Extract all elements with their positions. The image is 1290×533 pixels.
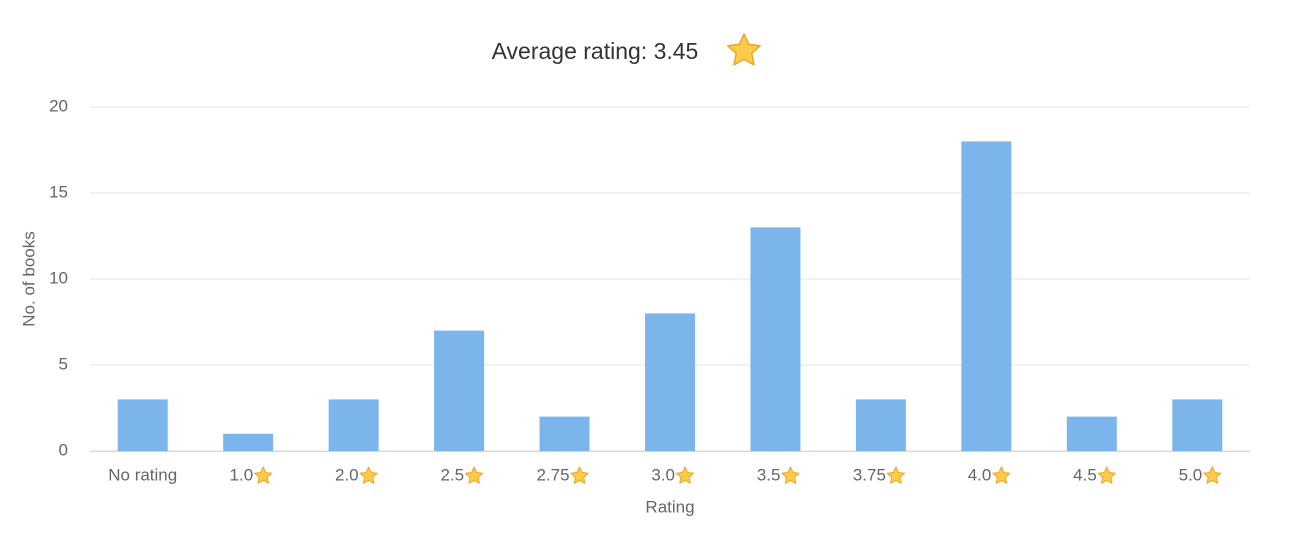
star-icon	[1203, 466, 1222, 484]
x-axis-title: Rating	[645, 497, 694, 516]
y-tick-label: 5	[59, 354, 68, 373]
bar	[855, 399, 906, 451]
x-tick-label: 3.0	[651, 465, 675, 484]
bar	[539, 416, 590, 451]
x-tick-label: 3.75	[853, 465, 886, 484]
x-tick-label: 2.5	[440, 465, 464, 484]
star-icon	[465, 466, 484, 484]
star-icon	[675, 466, 695, 484]
x-tick-label: 5.0	[1179, 465, 1203, 484]
bar	[961, 141, 1012, 451]
y-axis-title: No. of books	[19, 231, 38, 326]
star-icon	[1097, 466, 1116, 484]
bar	[223, 433, 274, 451]
x-tick-label: 1.0	[230, 465, 254, 484]
y-tick-label: 15	[49, 182, 68, 201]
x-tick-label: 4.5	[1073, 465, 1097, 484]
chart-title: Average rating: 3.45	[492, 38, 699, 64]
x-tick-label: 4.0	[968, 465, 992, 484]
star-icon	[886, 466, 905, 484]
y-tick-label: 10	[49, 268, 68, 287]
x-tick-label: 2.75	[536, 465, 569, 484]
bar	[1172, 399, 1223, 451]
y-tick-label: 20	[49, 96, 68, 115]
y-tick-label: 0	[59, 440, 68, 459]
bar	[117, 399, 168, 451]
bar	[328, 399, 379, 451]
bar	[750, 227, 801, 451]
star-icon	[781, 466, 800, 484]
bar	[1066, 416, 1117, 451]
bar	[434, 330, 485, 451]
bar	[645, 313, 695, 451]
star-icon	[727, 33, 761, 66]
star-icon	[254, 466, 273, 484]
star-icon	[570, 466, 589, 484]
star-icon	[359, 466, 378, 484]
x-tick-label: No rating	[108, 465, 177, 484]
x-tick-label: 2.0	[335, 465, 359, 484]
x-tick-label: 3.5	[757, 465, 781, 484]
star-icon	[992, 466, 1011, 484]
